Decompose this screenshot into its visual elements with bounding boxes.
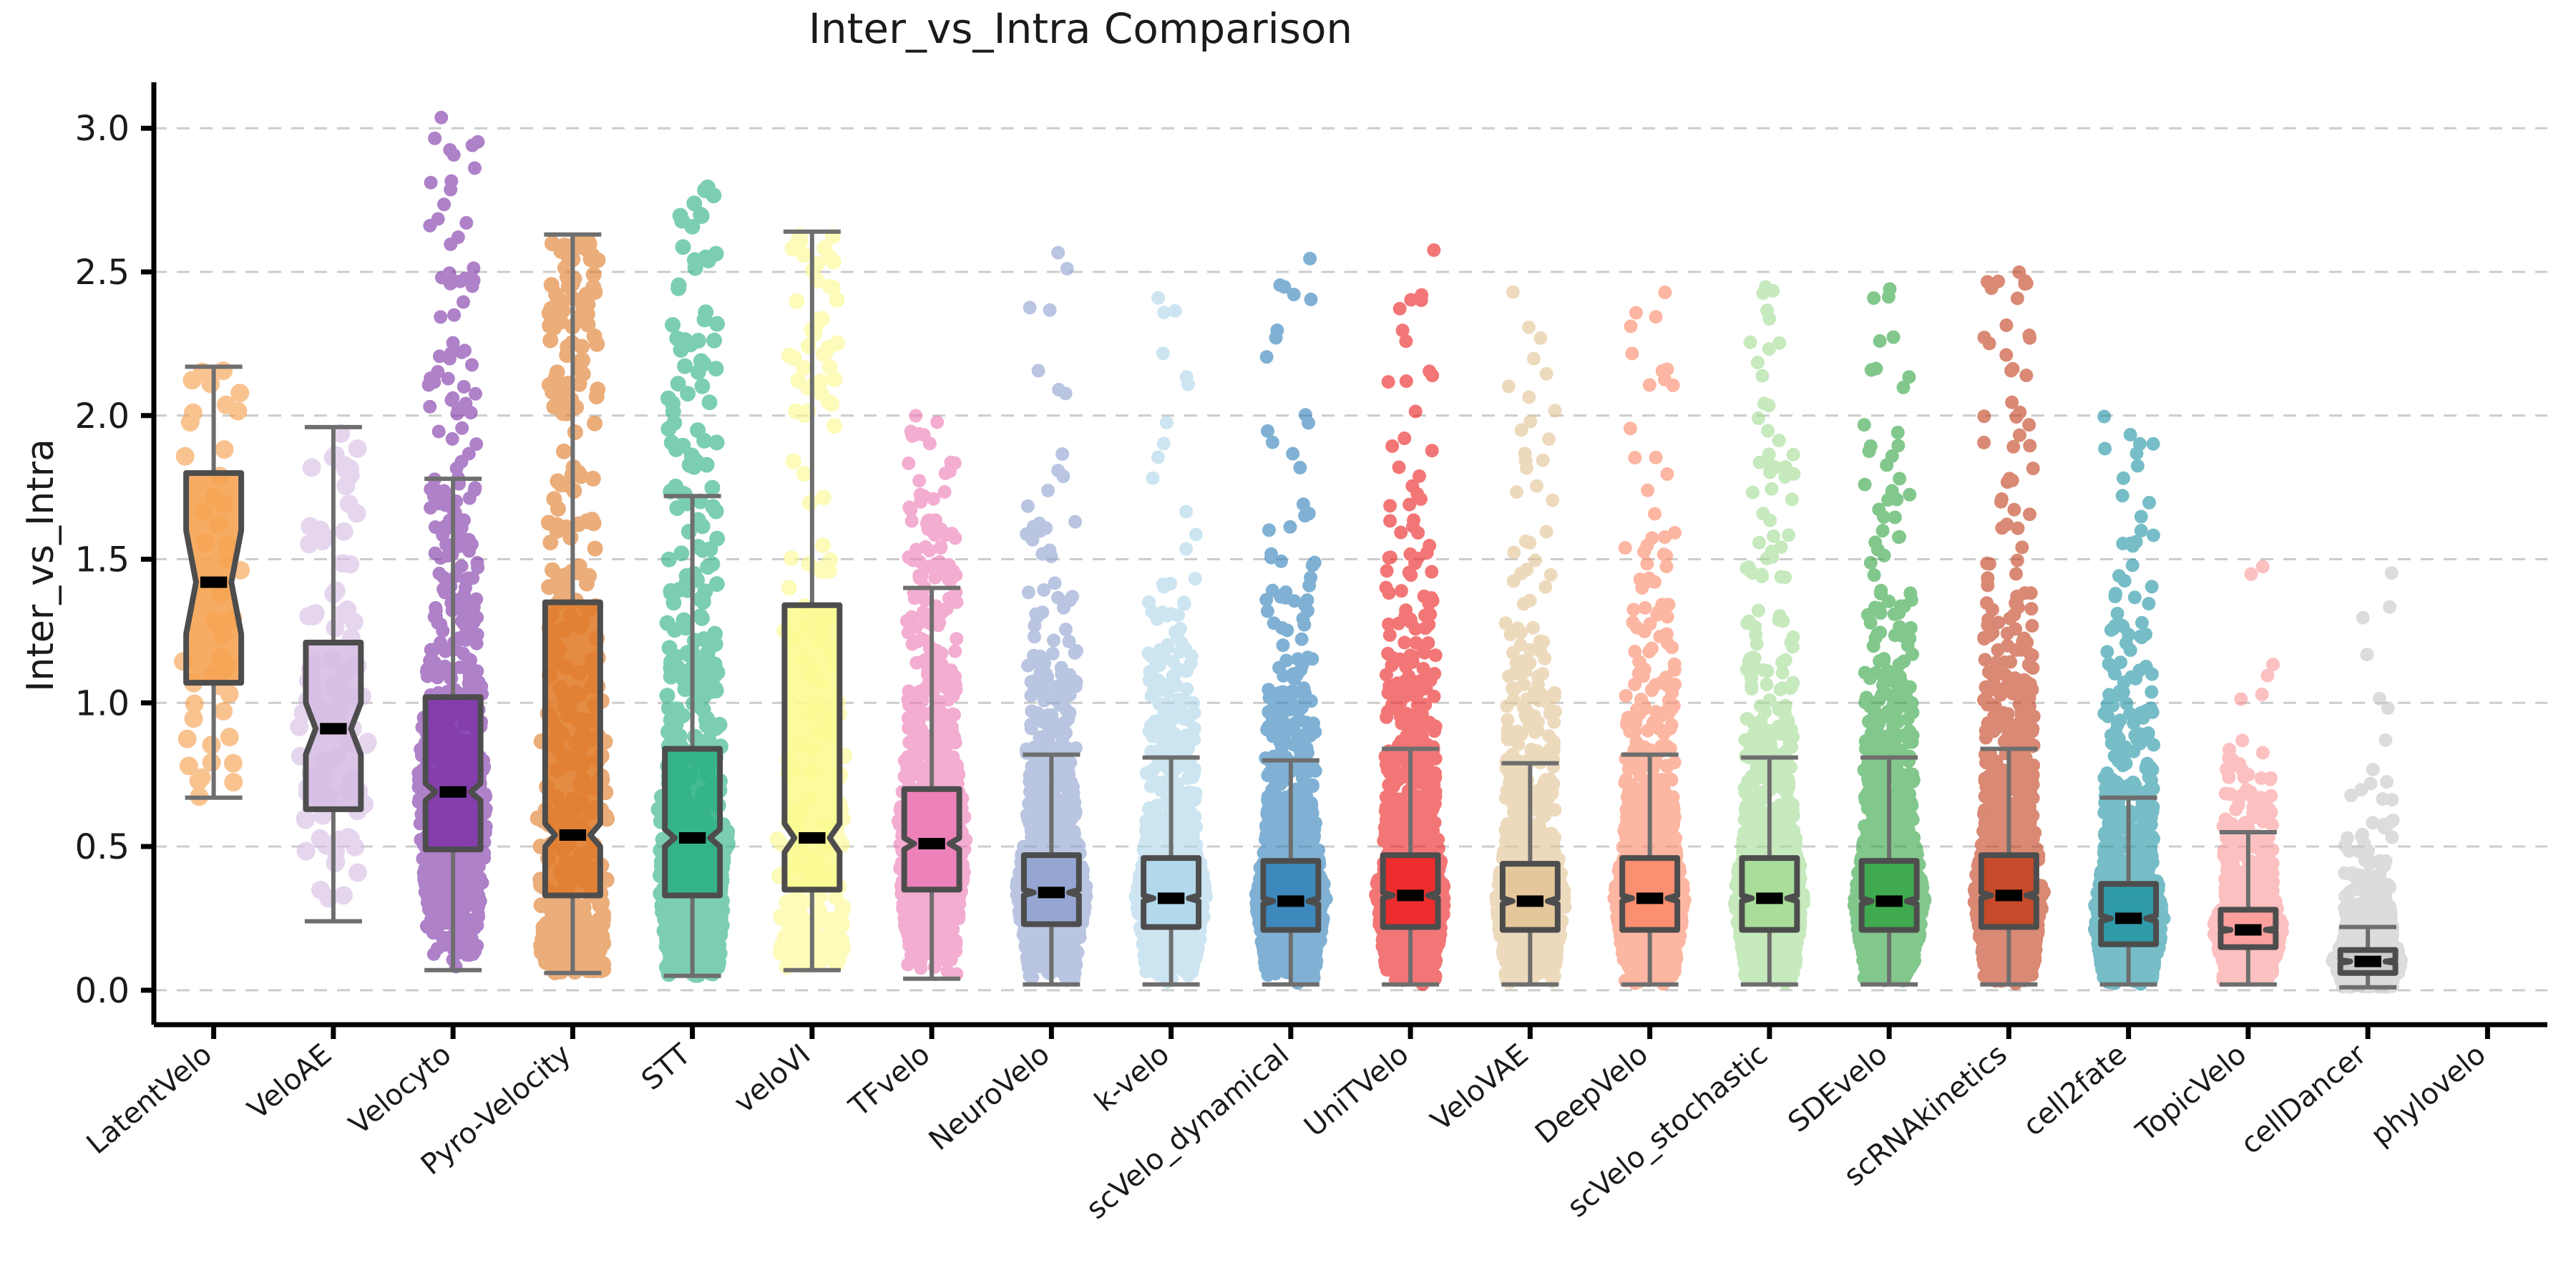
box-group	[891, 409, 973, 981]
y-tick-label: 2.0	[75, 396, 130, 436]
y-tick-label: 0.0	[75, 971, 130, 1011]
box-group	[1967, 265, 2051, 990]
box-series	[174, 110, 2409, 994]
box-group	[411, 110, 493, 974]
box-group	[174, 361, 250, 806]
box-group	[1010, 245, 1093, 987]
y-tick-label: 1.0	[75, 683, 130, 723]
box-group	[1249, 251, 1333, 990]
box-group	[2326, 566, 2409, 994]
box-group	[2207, 560, 2289, 987]
y-tick-label: 1.5	[75, 540, 130, 580]
box-group	[1369, 243, 1451, 992]
y-axis-label: Inter_vs_Intra	[19, 439, 62, 692]
box-group	[1847, 282, 1932, 987]
box-group	[769, 228, 853, 975]
box-group	[1727, 280, 1811, 990]
page-title: Inter_vs_Intra Comparison	[809, 4, 1352, 53]
box-group	[1489, 285, 1572, 989]
box-group	[530, 232, 615, 981]
y-tick-label: 0.5	[75, 827, 130, 867]
box-group	[290, 424, 377, 924]
axis-spines	[151, 82, 2547, 1028]
box-group	[1128, 291, 1214, 989]
box-group	[2087, 409, 2171, 991]
box-group	[1607, 286, 1692, 991]
y-tick-label: 3.0	[75, 109, 130, 149]
y-tick-label: 2.5	[75, 253, 130, 293]
box-group	[650, 179, 736, 983]
